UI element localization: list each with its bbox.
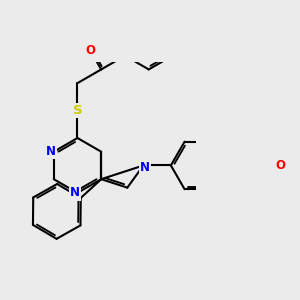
Text: N: N <box>46 145 56 158</box>
Text: O: O <box>276 159 286 172</box>
Text: O: O <box>85 44 95 57</box>
Text: N: N <box>140 161 150 174</box>
Text: S: S <box>73 104 82 117</box>
Text: N: N <box>70 186 80 200</box>
